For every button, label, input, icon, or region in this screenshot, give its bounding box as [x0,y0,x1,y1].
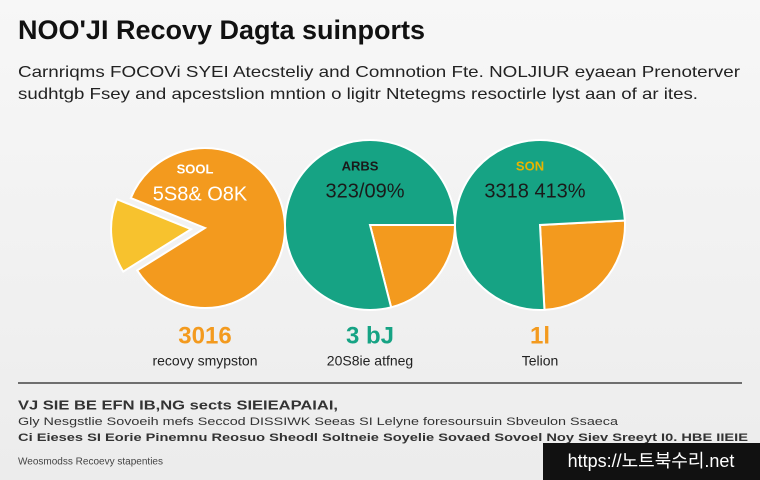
pie-label: ARBS [342,158,379,173]
pie-slice [538,219,626,311]
caption: 20S8ie atfneg [327,353,413,369]
subtitle: Carnriqms FOCOVi SYEI Atecsteliy and Com… [18,64,741,81]
pie-headline: 5S8& O8K [153,183,248,205]
subtitle: sudhtgb Fsey and apcestslion mntion o li… [18,86,698,103]
title: NOO'JI Recovy Dagta suinports [18,15,425,45]
pie-label: SON [516,158,544,173]
stat: 1l [530,322,550,349]
footer-line: Ci Eieses SI Eorie Pinemnu Reosuo Sheodl… [18,432,748,444]
watermark-box [543,443,760,480]
pie-headline: 3318 413% [484,180,585,202]
pie-slice [454,139,626,311]
watermark: https://노트북수리.net [568,451,735,471]
caption: Telion [522,353,559,369]
footer-line: VJ SIE BE EFN IB,NG sects SIEIEAPAIAI, [18,397,338,412]
pie-slice [110,197,194,273]
pie-label: SOOL [177,161,214,176]
pie-headline: 323/09% [326,180,405,202]
pie-slice [284,139,457,311]
stat: 3 bJ [346,322,394,349]
footer-line: Gly Nesgstlie Sovoeih mefs Seccod DISSIW… [18,416,619,428]
caption: recovy smypston [152,353,257,369]
stat: 3016 [178,322,231,349]
footer-line: Weosmodss Recoevy stapenties [18,457,163,468]
